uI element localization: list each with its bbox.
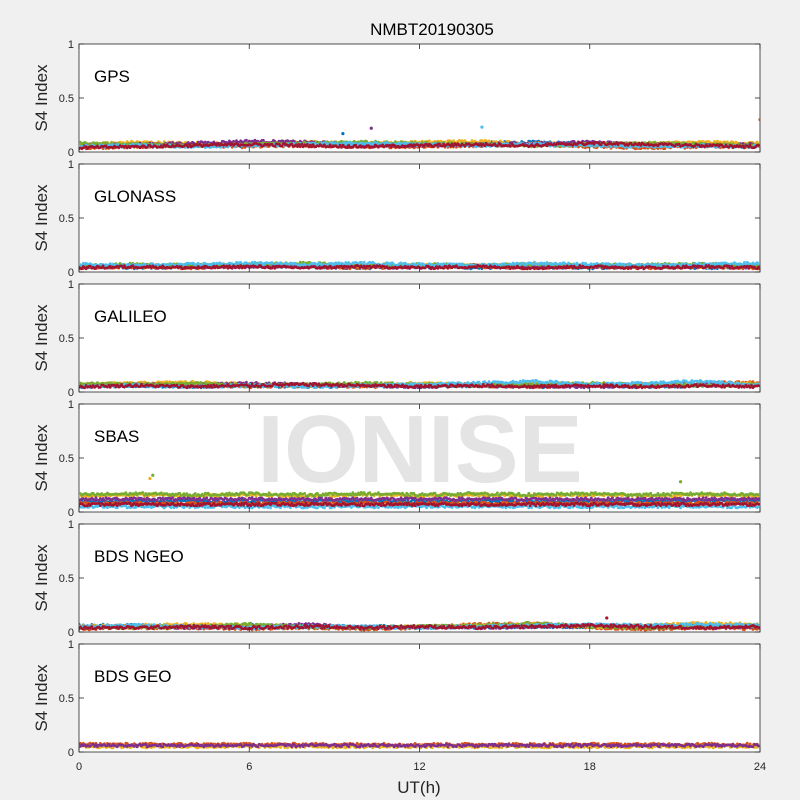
figure-title: NMBT20190305 — [370, 20, 494, 39]
data-point — [188, 143, 192, 147]
data-point — [677, 142, 681, 146]
data-point — [399, 141, 403, 145]
y-tick-label: 1 — [68, 39, 74, 51]
data-point — [294, 143, 298, 147]
data-point — [663, 147, 667, 151]
data-point — [281, 139, 285, 143]
data-point — [186, 145, 190, 149]
data-point — [323, 143, 326, 147]
data-point — [338, 143, 342, 147]
data-point — [240, 146, 244, 150]
data-point — [748, 143, 752, 147]
data-point — [245, 138, 248, 142]
panel-data — [79, 118, 760, 151]
data-point — [508, 144, 512, 148]
panel-gps: 0 0.5 1 GPS S4 Index — [32, 39, 761, 159]
outlier-point — [758, 118, 760, 122]
data-point — [572, 140, 576, 143]
data-point — [117, 146, 121, 150]
data-point — [381, 143, 384, 147]
data-point — [483, 144, 487, 148]
data-point — [757, 143, 760, 147]
series-6 — [79, 140, 760, 151]
data-point — [328, 143, 332, 147]
data-point — [297, 143, 301, 146]
data-point — [273, 144, 277, 148]
data-point — [629, 141, 633, 145]
data-point — [599, 143, 603, 147]
data-point — [440, 144, 444, 148]
data-point — [545, 144, 549, 148]
data-point — [420, 141, 424, 144]
data-point — [298, 145, 302, 148]
y-tick-label: 0 — [68, 147, 74, 159]
data-point — [653, 140, 657, 144]
y-axis-label: S4 Index — [32, 64, 51, 132]
data-point — [484, 139, 488, 143]
data-point — [280, 144, 284, 148]
data-point — [337, 145, 340, 149]
data-point — [639, 144, 643, 147]
data-point — [306, 143, 309, 146]
data-point — [602, 140, 606, 144]
outlier-point — [480, 125, 484, 129]
data-point — [743, 146, 746, 150]
data-point — [741, 142, 745, 145]
data-point — [718, 140, 722, 144]
outlier-point — [369, 126, 373, 130]
data-point — [609, 145, 613, 149]
panel-frame — [78, 163, 761, 273]
data-point — [428, 139, 431, 143]
data-point — [726, 140, 729, 144]
data-point — [79, 140, 82, 144]
data-point — [672, 141, 675, 145]
data-point — [262, 138, 265, 142]
data-point — [296, 145, 299, 149]
data-point — [101, 141, 105, 145]
data-point — [592, 142, 596, 146]
panel-title: GPS — [94, 67, 130, 86]
data-point — [311, 143, 315, 147]
data-point — [561, 144, 565, 148]
data-point — [340, 146, 343, 149]
data-point — [106, 141, 109, 145]
panel-data — [79, 260, 760, 271]
data-point — [354, 143, 358, 147]
data-point — [96, 144, 99, 148]
data-point — [703, 145, 707, 149]
data-point — [452, 144, 455, 148]
outlier-point — [341, 132, 345, 136]
data-point — [345, 146, 349, 150]
panel-frame — [78, 43, 761, 153]
data-point — [348, 141, 352, 144]
data-point — [310, 145, 314, 149]
y-tick-label: 0.5 — [59, 93, 74, 105]
data-point — [496, 144, 499, 148]
data-point — [145, 145, 149, 149]
data-point — [372, 145, 376, 149]
data-point — [389, 145, 393, 149]
data-point — [638, 141, 641, 145]
data-point — [300, 142, 304, 146]
data-point — [161, 145, 165, 149]
